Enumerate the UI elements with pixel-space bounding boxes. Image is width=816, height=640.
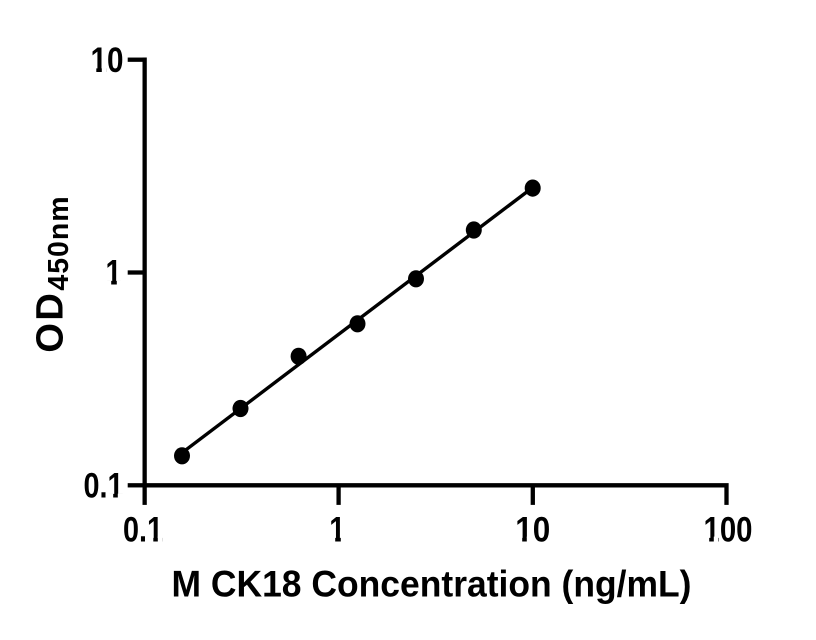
svg-text:0.1: 0.1 bbox=[123, 510, 163, 549]
svg-text:100: 100 bbox=[704, 510, 753, 549]
svg-text:OD450nm: OD450nm bbox=[29, 195, 75, 352]
svg-text:1: 1 bbox=[106, 254, 122, 293]
svg-text:1: 1 bbox=[329, 510, 345, 549]
svg-text:0.1: 0.1 bbox=[84, 467, 124, 506]
svg-text:10: 10 bbox=[91, 41, 124, 80]
svg-text:10: 10 bbox=[515, 510, 550, 549]
svg-text:M CK18 Concentration (ng/mL): M CK18 Concentration (ng/mL) bbox=[172, 563, 692, 604]
